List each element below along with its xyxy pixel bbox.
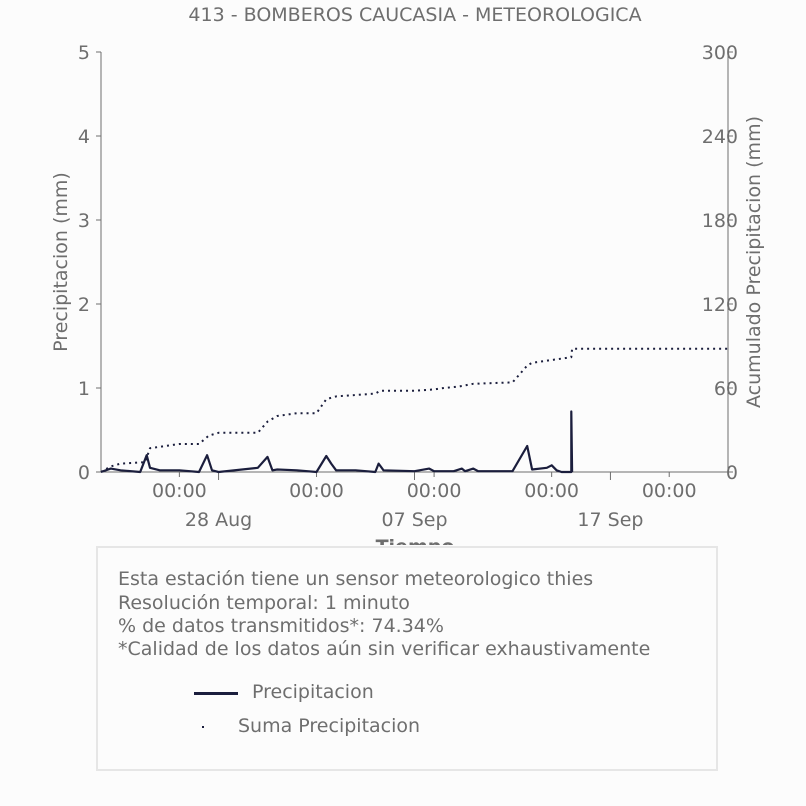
- x-tick-label-date: 17 Sep: [577, 509, 643, 531]
- x-tick-label-time: 00:00: [642, 480, 697, 502]
- y-tick-label-right: 120: [702, 294, 738, 316]
- x-axis-label: Tiempo: [376, 536, 455, 545]
- y-tick-label-right: 0: [726, 462, 738, 484]
- legend-precipitacion-swatch: [194, 692, 238, 695]
- y-tick-label-right: 180: [702, 210, 738, 232]
- y-tick-label-left: 4: [78, 126, 90, 148]
- y-tick-label-left: 0: [78, 462, 90, 484]
- y-tick-label-right: 300: [702, 42, 738, 64]
- x-tick-label-time: 00:00: [152, 480, 207, 502]
- x-tick-label-time: 00:00: [289, 480, 344, 502]
- info-box: Esta estación tiene un sensor meteorolog…: [96, 546, 718, 771]
- series-suma-precipitacion: [100, 347, 728, 473]
- y-tick-label-left: 5: [78, 42, 90, 64]
- chart: 413 - BOMBEROS CAUCASIA - METEOROLOGICA 0…: [50, 4, 765, 545]
- x-tick-label-time: 00:00: [524, 480, 579, 502]
- info-station-line: Esta estación tiene un sensor meteorolog…: [118, 568, 594, 590]
- info-quality-line: *Calidad de los datos aún sin verificar …: [118, 638, 651, 660]
- info-resolution-line: Resolución temporal: 1 minuto: [118, 592, 410, 614]
- chart-title: 413 - BOMBEROS CAUCASIA - METEOROLOGICA: [188, 4, 641, 26]
- y-axis-label-right: Acumulado Precipitacion (mm): [743, 116, 765, 408]
- x-tick-label-time: 00:00: [407, 480, 462, 502]
- legend-suma-label: Suma Precipitacion: [238, 715, 421, 737]
- y-tick-label-right: 240: [702, 126, 738, 148]
- x-tick-label-date: 07 Sep: [381, 509, 447, 531]
- x-tick-label-date: 28 Aug: [185, 509, 252, 531]
- legend-suma-swatch: [202, 726, 204, 728]
- series-precipitacion: [100, 410, 574, 474]
- y-tick-label-right: 60: [714, 378, 738, 400]
- y-tick-label-left: 3: [78, 210, 90, 232]
- y-axis-label-left: Precipitacion (mm): [50, 172, 72, 352]
- y-tick-label-left: 2: [78, 294, 90, 316]
- legend-precipitacion-label: Precipitacion: [252, 681, 374, 703]
- y-tick-label-left: 1: [78, 378, 90, 400]
- info-transmitted-line: % de datos transmitidos*: 74.34%: [118, 615, 444, 637]
